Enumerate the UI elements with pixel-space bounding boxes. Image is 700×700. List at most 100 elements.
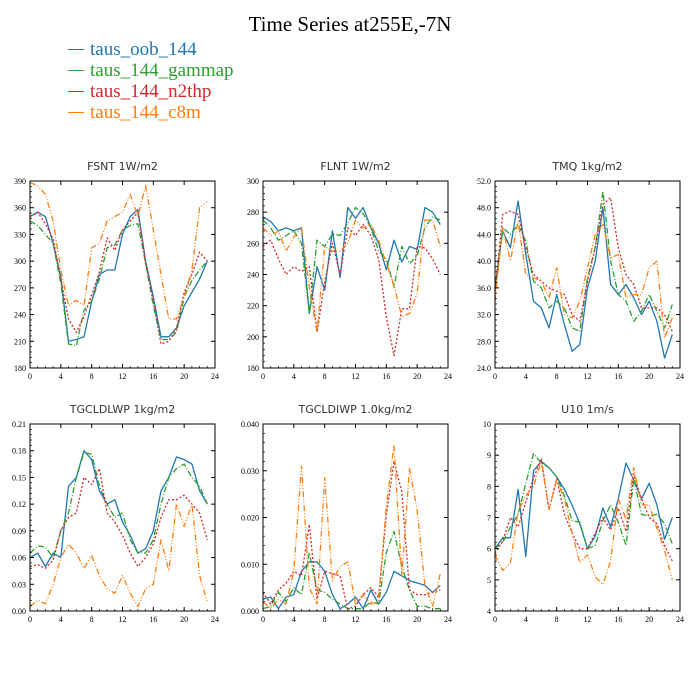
x-tick-label: 8 — [323, 372, 327, 381]
y-tick-label: 0.000 — [241, 607, 259, 616]
y-tick-label: 8 — [487, 482, 491, 491]
y-tick-label: 260 — [247, 239, 259, 248]
y-tick-label: 6 — [487, 545, 491, 554]
x-tick-label: 12 — [584, 372, 592, 381]
y-tick-label: 0.010 — [241, 560, 259, 569]
x-tick-label: 12 — [352, 615, 360, 624]
plot-frame — [494, 180, 681, 369]
x-tick-label: 4 — [292, 372, 296, 381]
x-tick-label: 4 — [59, 372, 63, 381]
legend-swatch — [68, 90, 84, 92]
x-tick-label: 0 — [28, 615, 32, 624]
x-tick-label: 24 — [676, 372, 684, 381]
chart-panel-4: TGCLDLWP 1kg/m2 0 4 8 12 16 20 24 0.00 0.03 0.06 0.… — [12, 403, 219, 624]
legend-item-1: taus_oob_144 — [68, 38, 234, 60]
series-line-taus-oob-144 — [29, 450, 208, 568]
chart-title: U10 1m/s — [561, 403, 614, 416]
x-tick-label: 24 — [444, 615, 452, 624]
chart-title: FLNT 1W/m2 — [320, 160, 390, 173]
y-tick-label: 48.0 — [477, 204, 491, 213]
y-tick-label: 52.0 — [477, 177, 491, 186]
y-tick-label: 300 — [14, 257, 26, 266]
y-tick-label: 7 — [487, 514, 491, 523]
series-line-taus-144-c8m — [262, 444, 441, 610]
series-line-taus-oob-144 — [494, 460, 673, 558]
series-line-taus-144-gammap — [262, 530, 441, 610]
x-tick-label: 24 — [676, 615, 684, 624]
y-tick-label: 44.0 — [477, 230, 491, 239]
series-line-taus-144-c8m — [494, 460, 673, 586]
x-tick-label: 20 — [180, 615, 188, 624]
x-tick-label: 8 — [555, 615, 559, 624]
series-line-taus-144-n2thp — [262, 223, 441, 357]
y-tick-label: 0.00 — [12, 607, 26, 616]
figure-title: Time Series at255E,-7N — [248, 12, 452, 36]
series-line-taus-144-n2thp — [29, 211, 208, 345]
y-tick-label: 390 — [14, 177, 26, 186]
series-line-taus-144-n2thp — [262, 460, 441, 610]
series-line-taus-144-gammap — [29, 220, 208, 347]
y-tick-label: 36.0 — [477, 284, 491, 293]
x-tick-label: 8 — [90, 615, 94, 624]
series-line-taus-oob-144 — [29, 208, 208, 342]
x-tick-label: 12 — [584, 615, 592, 624]
series-line-taus-144-n2thp — [494, 197, 673, 332]
legend-swatch — [68, 69, 84, 71]
legend-item-4: taus_144_c8m — [68, 101, 234, 123]
y-tick-label: 10 — [483, 420, 491, 429]
y-tick-label: 24.0 — [477, 364, 491, 373]
y-tick-label: 5 — [487, 576, 491, 585]
x-tick-label: 16 — [614, 615, 622, 624]
x-tick-label: 20 — [180, 372, 188, 381]
y-tick-label: 330 — [14, 230, 26, 239]
x-tick-label: 4 — [524, 372, 528, 381]
plot-frame — [262, 180, 449, 369]
y-tick-label: 0.040 — [241, 420, 259, 429]
x-tick-label: 0 — [28, 372, 32, 381]
x-tick-label: 24 — [444, 372, 452, 381]
legend-swatch — [68, 111, 84, 113]
y-tick-label: 4 — [487, 607, 491, 616]
series-line-taus-144-gammap — [494, 452, 673, 550]
plot-frame — [29, 180, 216, 369]
y-tick-label: 220 — [247, 302, 259, 311]
legend-label: taus_oob_144 — [90, 38, 197, 60]
x-tick-label: 8 — [90, 372, 94, 381]
series-line-taus-144-n2thp — [29, 467, 208, 569]
x-tick-label: 0 — [493, 615, 497, 624]
series-line-taus-144-n2thp — [494, 457, 673, 562]
series-line-taus-144-gammap — [29, 451, 208, 559]
x-tick-label: 12 — [119, 372, 127, 381]
legend-item-3: taus_144_n2thp — [68, 80, 234, 102]
series-line-taus-oob-144 — [494, 200, 673, 359]
x-tick-label: 20 — [645, 372, 653, 381]
y-tick-label: 0.020 — [241, 514, 259, 523]
series-line-taus-144-c8m — [29, 182, 208, 320]
legend-swatch — [68, 48, 84, 50]
x-tick-label: 8 — [323, 615, 327, 624]
y-tick-label: 0.03 — [12, 580, 26, 589]
series-line-taus-144-gammap — [494, 190, 673, 332]
y-tick-label: 360 — [14, 204, 26, 213]
chart-panel-2: FLNT 1W/m2 0 4 8 12 16 20 24 180 200 220 240 260 280 3… — [247, 160, 452, 381]
chart-panel-3: TMQ 1kg/m2 0 4 8 12 16 20 24 24.0 28.0 32.0 36.0 40.… — [477, 160, 684, 381]
y-tick-label: 180 — [247, 364, 259, 373]
y-tick-label: 200 — [247, 333, 259, 342]
chart-title: FSNT 1W/m2 — [87, 160, 158, 173]
y-tick-label: 180 — [14, 364, 26, 373]
x-tick-label: 8 — [555, 372, 559, 381]
chart-panel-1: FSNT 1W/m2 0 4 8 12 16 20 24 180 210 240 270 300 330 3… — [14, 160, 219, 381]
x-tick-label: 16 — [149, 615, 157, 624]
x-tick-label: 0 — [261, 372, 265, 381]
series-line-taus-oob-144 — [262, 206, 441, 315]
y-tick-label: 0.030 — [241, 467, 259, 476]
y-tick-label: 270 — [14, 284, 26, 293]
series-line-taus-144-gammap — [262, 206, 441, 315]
x-tick-label: 12 — [352, 372, 360, 381]
x-tick-label: 4 — [292, 615, 296, 624]
y-tick-label: 240 — [247, 271, 259, 280]
chart-title: TMQ 1kg/m2 — [551, 160, 622, 173]
y-tick-label: 210 — [14, 337, 26, 346]
